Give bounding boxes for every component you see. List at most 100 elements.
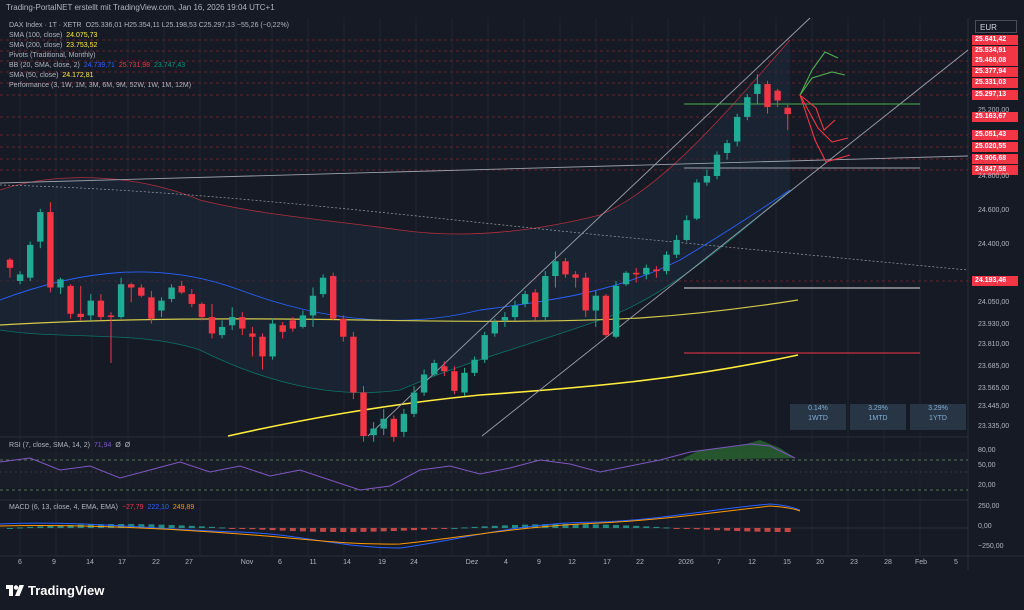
legend-sma200[interactable]: SMA (200, close) 23.753,52 [9,42,97,49]
sma50-value: 24.172,81 [62,72,94,79]
candle-body [218,326,226,336]
legend-bb[interactable]: BB (20, SMA, close, 2) 24.739,71 25.731,… [9,62,185,69]
candle-body [542,276,549,318]
sma50-label: SMA (50, close) [9,72,59,79]
candle-body [269,323,276,357]
rsi-axis-label: 50,00 [978,462,996,469]
price-tag: 25.377,94 [972,67,1018,77]
price-tag: 25.297,13 [972,90,1018,100]
performance-1mtd: 3.29% 1MTD [850,404,906,430]
bollinger-band-fill [0,40,790,393]
candle-body [168,287,175,300]
time-axis-label: 2026 [678,559,694,566]
candle-body [703,175,711,183]
candle-body [57,279,64,288]
price-tag: 24.847,58 [972,165,1018,175]
macd-histogram-bar [188,525,195,528]
candle-body [562,261,569,275]
price-axis-label: 24.800,00 [978,173,1010,180]
time-axis-label: 9 [52,559,56,566]
candle-body [633,272,640,275]
candle-body [723,143,731,153]
candle-body [602,295,610,336]
ohlc-values: O25.336,01 H25.354,11 L25.198,53 C25.297… [85,22,289,29]
candle-body [441,366,448,372]
legend-sma100[interactable]: SMA (100, close) 24.075,73 [9,32,97,39]
currency-button[interactable]: EUR [975,20,1017,33]
candle-body [289,320,296,329]
rsi-band [0,452,968,488]
candle-body [16,274,24,281]
time-axis-label: 22 [636,559,644,566]
tradingview-logo-icon [6,585,24,596]
candle-body [663,254,670,272]
time-axis-label: Dez [465,559,479,566]
perf-1mtd-value: 3.29% [868,405,888,412]
price-axis-label: 24.400,00 [978,241,1010,248]
candle-body [390,418,397,437]
candle-body [784,107,791,115]
time-axis-label: 28 [884,559,892,566]
macd-histogram-bar [441,528,448,529]
macd-histogram-bar [714,528,720,531]
macd-histogram-bar [784,528,791,532]
macd-histogram-bar [734,528,741,532]
time-axis-label: 20 [816,559,824,566]
bollinger-basis-line [0,189,791,321]
time-axis-label: 15 [783,559,791,566]
candles [6,74,791,442]
time-axis-label: 27 [185,559,193,566]
legend-pivots[interactable]: Pivots (Traditional, Monthly) [9,52,96,59]
macd-histogram-bar [623,525,630,528]
candle-body [350,336,357,393]
macd-histogram-bar [108,524,114,528]
time-axis-label: 7 [717,559,721,566]
time-axis-label: Feb [914,559,928,566]
macd-axis-label: −250,00 [978,543,1004,550]
price-tag: 24.193,46 [972,276,1018,286]
candle-body [370,428,377,436]
macd-histogram-bar [380,528,387,532]
rsi-value-2: Ø [115,442,121,449]
candle-body [117,284,125,318]
price-tag: 25.534,91 [972,46,1018,56]
price-axis-label: 25.200,00 [978,107,1010,114]
candle-body [491,321,498,334]
projection-arrow [799,94,851,163]
tradingview-logo[interactable]: TradingView [6,583,104,598]
macd-histogram-bar [592,524,599,528]
candle-body [47,212,54,288]
macd-histogram-bar [138,524,145,528]
perf-1ytd-label: 1YTD [929,415,947,422]
tradingview-logo-text: TradingView [28,583,105,598]
macd-histogram-bar [501,525,508,528]
macd-histogram-bar [299,528,306,532]
time-axis-label: 22 [152,559,160,566]
candle-body [643,267,650,275]
legend-rsi[interactable]: RSI (7, close, SMA, 14, 2) 71,94 Ø Ø [9,442,130,449]
price-tag: 25.163,67 [972,112,1018,122]
bb-label: BB (20, SMA, close, 2) [9,62,80,69]
price-axis-label: 23.565,00 [978,385,1010,392]
macd-histogram-bar [613,524,619,528]
candle-body [178,285,185,293]
legend-macd[interactable]: MACD (6, 13, close, 4, EMA, EMA) −27,79 … [9,504,194,511]
macd-histogram-bar [269,528,276,531]
macd-histogram-bar [370,528,377,532]
price-axis-label: 24.050,00 [978,299,1010,306]
legend-sma50[interactable]: SMA (50, close) 24.172,81 [9,72,94,79]
candle-body [511,305,519,318]
macd-histogram-bar [249,528,256,530]
projection-arrow [799,51,839,96]
candle-body [582,277,589,311]
macd-histogram-bar [683,528,690,529]
candle-body [734,116,741,142]
candle-body [340,318,347,337]
candle-body [501,317,509,321]
macd-histogram-bar [7,528,13,529]
bollinger-lower-line [0,189,791,393]
legend-performance[interactable]: Performance (3, 1W, 1M, 3M, 6M, 9M, 52W,… [9,82,191,89]
macd-histogram-bar [350,528,357,532]
candle-body [148,297,155,319]
pivots-label: Pivots (Traditional, Monthly) [9,52,96,59]
